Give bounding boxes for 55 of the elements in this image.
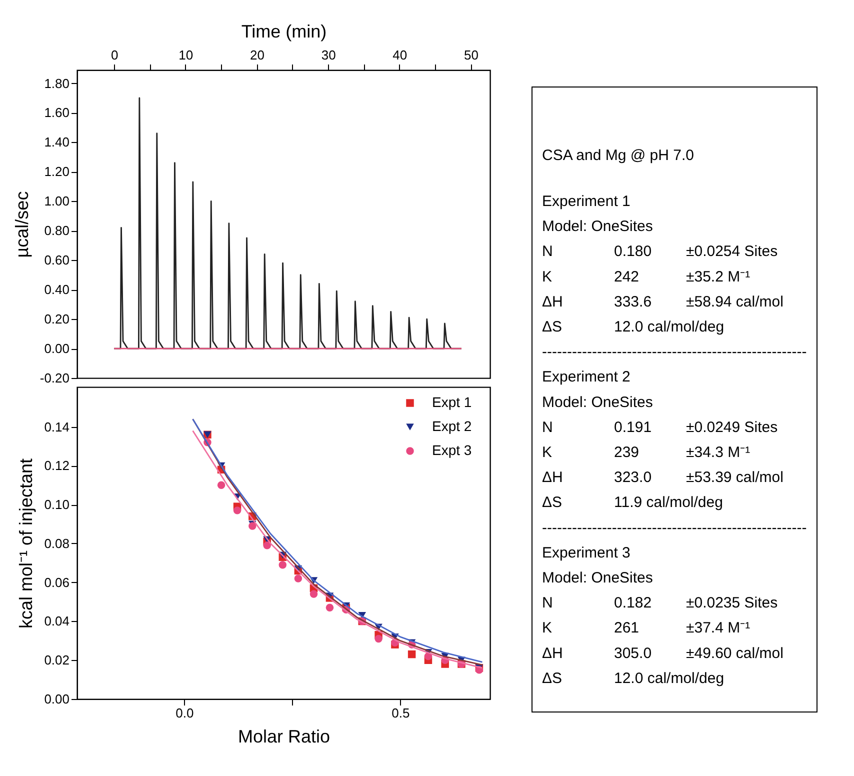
text: Experiment 2 — [542, 368, 630, 386]
text: K 242 ±35.2 M⁻¹ — [542, 268, 750, 286]
y-tick-label: 0.08 — [44, 536, 70, 551]
text: ΔS 12.0 cal/mol/deg — [542, 318, 724, 336]
text: Model: OneSites — [542, 570, 653, 586]
text: N 0.191 ±0.0249 Sites — [542, 418, 778, 436]
text: Experiment 3 — [542, 544, 630, 562]
x-tick-label: 20 — [250, 48, 264, 62]
text: ΔH 323.0 ±53.39 cal/mol — [542, 469, 784, 486]
y-tick-label: 0.12 — [44, 458, 70, 474]
y-tick-label: -0.20 — [40, 370, 70, 386]
y-tick-label: 1.00 — [44, 194, 70, 209]
legend-label: Expt 3 — [432, 442, 472, 458]
y-tick-label: 0.80 — [44, 223, 70, 238]
y-tick-label: 0.14 — [44, 419, 70, 434]
x-tick-label: 10 — [178, 48, 194, 62]
text: ΔS 12.0 cal/mol/deg — [542, 670, 724, 687]
text: K 239 ±34.3 M⁻¹ — [542, 444, 750, 461]
y-tick-label: 0.06 — [44, 574, 70, 590]
y-tick-label: 0.10 — [44, 497, 70, 512]
text: Model: OneSites — [542, 394, 653, 411]
y-tick-label: 0.60 — [44, 252, 70, 268]
y-tick-label: 1.40 — [44, 134, 70, 150]
y-tick-label: 0.40 — [44, 282, 70, 298]
text: N 0.182 ±0.0235 Sites — [542, 594, 778, 612]
y-tick-label: 0.00 — [44, 692, 70, 706]
y-axis-title: kcal mol⁻¹ of injectant — [16, 458, 36, 629]
x-tick-label: 0.5 — [392, 706, 410, 720]
text: ΔS 11.9 cal/mol/deg — [542, 494, 723, 512]
y-tick-label: 0.20 — [44, 312, 70, 327]
text: Model: OneSites — [542, 218, 653, 236]
text: ----------------------------------------------------- — [542, 519, 807, 536]
y-tick-label: 1.80 — [44, 76, 70, 91]
text: ΔH 333.6 ±58.94 cal/mol — [542, 293, 784, 310]
text: N 0.180 ±0.0254 Sites — [542, 243, 778, 260]
text: CSA and Mg @ pH 7.0 — [542, 147, 694, 164]
y-tick-label: 1.20 — [44, 164, 70, 180]
text: K 261 ±37.4 M⁻¹ — [542, 620, 750, 637]
text: Experiment 1 — [542, 193, 630, 210]
x-axis-title: Time (min) — [241, 22, 327, 42]
legend-label: Expt 1 — [432, 394, 472, 410]
x-tick-label: 0 — [110, 48, 118, 62]
x-tick-label: 0.0 — [176, 706, 194, 720]
x-tick-label: 30 — [321, 48, 336, 62]
legend-label: Expt 2 — [432, 418, 472, 434]
x-tick-label: 50 — [464, 48, 478, 62]
text: ΔH 305.0 ±49.60 cal/mol — [542, 644, 784, 662]
y-tick-label: 0.02 — [44, 652, 70, 668]
y-tick-label: 0.04 — [44, 614, 70, 629]
y-tick-label: 0.00 — [44, 341, 70, 356]
y-axis-title: µcal/sec — [12, 191, 32, 258]
text: ----------------------------------------------------- — [542, 344, 807, 361]
x-axis-title: Molar Ratio — [238, 726, 330, 746]
x-tick-label: 40 — [392, 48, 408, 62]
y-tick-label: 1.60 — [44, 105, 70, 120]
